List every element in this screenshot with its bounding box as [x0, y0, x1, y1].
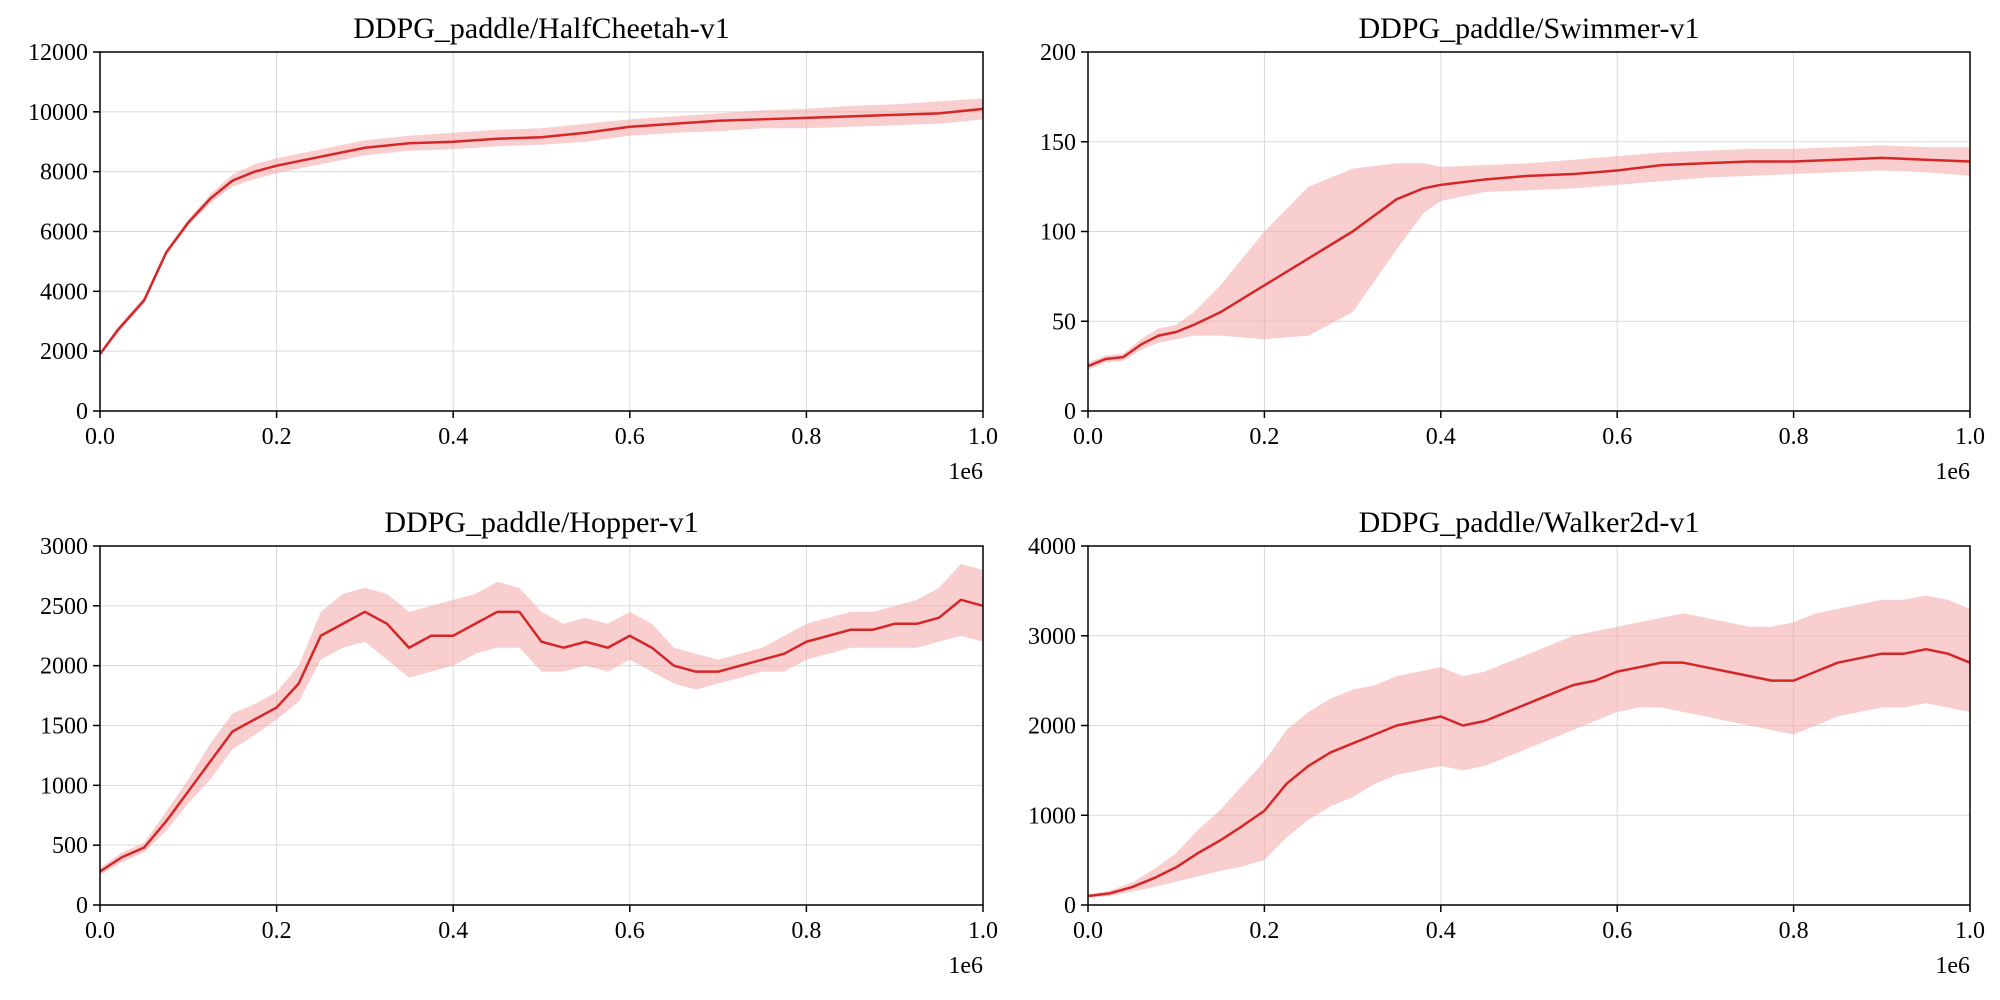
x-tick-label: 0.2: [1249, 918, 1279, 944]
x-tick-label: 0.8: [1779, 918, 1809, 944]
y-tick-label: 0: [1064, 399, 1076, 425]
y-tick-label: 2000: [40, 339, 88, 365]
x-tick-label: 0.0: [85, 424, 115, 450]
y-tick-label: 0: [76, 893, 88, 919]
x-tick-label: 0.6: [615, 424, 645, 450]
mean-line: [1087, 647, 1971, 898]
y-tick-label: 100: [1040, 220, 1076, 246]
y-tick-label: 0: [1064, 893, 1076, 919]
chart-title: DDPG_paddle/HalfCheetah-v1: [353, 12, 730, 45]
chart-title: DDPG_paddle/Swimmer-v1: [1358, 12, 1699, 45]
x-offset-label: 1e6: [1935, 953, 1970, 979]
y-tick-label: 2000: [40, 654, 88, 680]
chart-title: DDPG_paddle/Walker2d-v1: [1359, 506, 1700, 539]
chart-halfcheetah: DDPG_paddle/HalfCheetah-v1 0.0 0.2 0.4 0.6 0…: [28, 12, 998, 485]
x-tick-label: 1.0: [968, 918, 998, 944]
confidence-band: [1088, 145, 1970, 370]
confidence-band: [100, 563, 983, 876]
x-tick-label: 0.4: [1426, 424, 1456, 450]
chart-walker2d: DDPG_paddle/Walker2d-v1 0.0 0.2 0.4 0.6 0.8 1…: [1028, 506, 1985, 979]
x-tick-label: 1.0: [1955, 918, 1985, 944]
y-tick-label: 1000: [40, 773, 88, 799]
mean-line: [1087, 156, 1971, 368]
y-tick-label: 0: [76, 399, 88, 425]
x-tick-label: 0.6: [1602, 918, 1632, 944]
y-tick-label: 1000: [1028, 803, 1076, 829]
y-tick-label: 8000: [40, 160, 88, 186]
x-tick-label: 0.8: [1779, 424, 1809, 450]
y-tick-label: 50: [1052, 309, 1076, 335]
y-tick-label: 1500: [40, 714, 88, 740]
y-tick-label: 200: [1040, 40, 1076, 66]
x-tick-label: 0.4: [438, 424, 468, 450]
y-tick-label: 500: [52, 833, 88, 859]
x-tick-label: 0.8: [791, 424, 821, 450]
chart-swimmer: DDPG_paddle/Swimmer-v1 0.0 0.2 0.4 0.6 0.8 1.…: [1040, 12, 1985, 485]
chart-title: DDPG_paddle/Hopper-v1: [384, 506, 698, 539]
x-tick-label: 1.0: [1955, 424, 1985, 450]
x-offset-label: 1e6: [948, 459, 983, 485]
confidence-band: [100, 98, 983, 356]
x-offset-label: 1e6: [1935, 459, 1970, 485]
x-tick-label: 0.0: [85, 918, 115, 944]
y-tick-label: 3000: [40, 534, 88, 560]
x-offset-label: 1e6: [948, 953, 983, 979]
y-tick-label: 12000: [28, 40, 88, 66]
x-tick-label: 0.2: [1249, 424, 1279, 450]
x-tick-label: 0.6: [615, 918, 645, 944]
grid: [1087, 51, 1971, 412]
x-tick-label: 0.6: [1602, 424, 1632, 450]
y-tick-label: 4000: [1028, 534, 1076, 560]
mean-line: [99, 598, 984, 873]
y-tick-label: 10000: [28, 100, 88, 126]
mean-line: [98, 107, 984, 355]
x-tick-label: 1.0: [968, 424, 998, 450]
y-tick-label: 2500: [40, 594, 88, 620]
x-tick-label: 0.2: [262, 424, 292, 450]
x-tick-label: 0.0: [1073, 918, 1103, 944]
chart-hopper: DDPG_paddle/Hopper-v1 0.0 0.2 0.4 0.6 0.8 1.0…: [40, 506, 998, 979]
y-tick-label: 3000: [1028, 624, 1076, 650]
confidence-band: [1088, 595, 1970, 898]
y-tick-label: 4000: [40, 279, 88, 305]
x-tick-label: 0.2: [262, 918, 292, 944]
y-tick-label: 6000: [40, 220, 88, 246]
x-tick-label: 0.8: [791, 918, 821, 944]
x-tick-label: 0.0: [1073, 424, 1103, 450]
x-tick-label: 0.4: [1426, 918, 1456, 944]
y-tick-label: 150: [1040, 130, 1076, 156]
x-tick-label: 0.4: [438, 918, 468, 944]
y-tick-label: 2000: [1028, 714, 1076, 740]
